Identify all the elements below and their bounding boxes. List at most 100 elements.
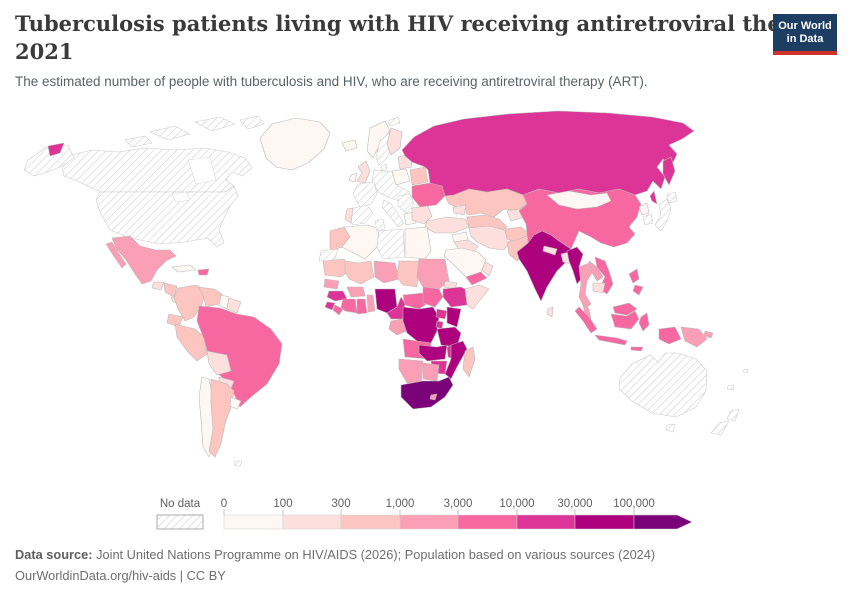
country-tasmania[interactable] bbox=[665, 423, 676, 433]
country-belarus[interactable] bbox=[409, 166, 429, 186]
country-fiji[interactable] bbox=[742, 368, 749, 374]
country-madagascar[interactable] bbox=[462, 346, 476, 378]
country-france[interactable] bbox=[352, 181, 378, 208]
country-finland[interactable] bbox=[386, 127, 403, 156]
country-united-kingdom[interactable] bbox=[356, 160, 371, 184]
country-western-sahara[interactable] bbox=[318, 248, 339, 262]
country-burkina-faso[interactable] bbox=[346, 286, 366, 298]
country-uruguay[interactable] bbox=[229, 396, 242, 410]
country-canada[interactable] bbox=[61, 147, 253, 193]
country-new-zealand-south[interactable] bbox=[710, 420, 730, 436]
country-iceland[interactable] bbox=[341, 139, 358, 152]
country-colombia[interactable] bbox=[173, 284, 206, 322]
country-libya[interactable] bbox=[376, 228, 406, 260]
country-mexico-baja[interactable] bbox=[105, 241, 127, 269]
country-indonesia-sulawesi[interactable] bbox=[638, 312, 650, 332]
country-canada-island[interactable] bbox=[194, 116, 236, 132]
country-argentina[interactable] bbox=[208, 378, 235, 458]
country-greenland[interactable] bbox=[259, 117, 331, 171]
country-falkland-islands[interactable] bbox=[233, 460, 243, 467]
country-papua-new-guinea[interactable] bbox=[680, 326, 708, 348]
country-kenya[interactable] bbox=[446, 306, 462, 328]
country-namibia[interactable] bbox=[398, 358, 424, 386]
country-balkans[interactable] bbox=[397, 193, 415, 214]
legend-no-data-swatch[interactable] bbox=[156, 514, 204, 530]
legend-swatch-30k-100k[interactable] bbox=[574, 514, 635, 530]
country-canada-island[interactable] bbox=[149, 125, 191, 141]
country-chad[interactable] bbox=[396, 260, 420, 288]
country-liberia[interactable] bbox=[332, 304, 344, 316]
country-mozambique[interactable] bbox=[444, 340, 468, 380]
country-togo-benin[interactable] bbox=[366, 294, 376, 313]
country-guinea[interactable] bbox=[326, 290, 348, 302]
country-new-caledonia[interactable] bbox=[726, 384, 735, 391]
country-ireland[interactable] bbox=[348, 172, 358, 183]
country-tunisia[interactable] bbox=[374, 218, 386, 232]
country-south-sudan[interactable] bbox=[422, 286, 444, 308]
country-japan-hokkaido[interactable] bbox=[666, 191, 678, 204]
country-malaysia-borneo[interactable] bbox=[612, 302, 638, 316]
country-usa[interactable] bbox=[95, 185, 239, 248]
country-malaysia-peninsula[interactable] bbox=[582, 303, 592, 320]
owid-logo[interactable]: Our World in Data bbox=[773, 14, 837, 55]
country-north-korea[interactable] bbox=[638, 202, 650, 216]
country-indonesia-lesser-sunda[interactable] bbox=[630, 346, 644, 352]
country-mexico[interactable] bbox=[111, 235, 177, 285]
country-vietnam[interactable] bbox=[594, 256, 614, 295]
country-poland[interactable] bbox=[391, 168, 411, 186]
legend-swatch-100k-plus-arrow[interactable] bbox=[633, 514, 693, 530]
country-canada-island[interactable] bbox=[124, 135, 153, 148]
country-yemen[interactable] bbox=[465, 271, 488, 286]
legend-swatch-3k-10k[interactable] bbox=[457, 514, 518, 530]
country-philippines-luzon[interactable] bbox=[628, 268, 640, 284]
country-bolivia[interactable] bbox=[206, 350, 232, 376]
country-mongolia[interactable] bbox=[546, 190, 612, 210]
country-iran[interactable] bbox=[468, 225, 512, 251]
country-ukraine[interactable] bbox=[411, 182, 446, 208]
country-cuba[interactable] bbox=[171, 264, 197, 273]
country-hispaniola[interactable] bbox=[197, 268, 210, 276]
country-niger[interactable] bbox=[373, 260, 400, 284]
country-italy[interactable] bbox=[381, 199, 405, 228]
country-mali[interactable] bbox=[344, 260, 375, 285]
country-indonesia-sumatra[interactable] bbox=[574, 306, 598, 334]
country-laos[interactable] bbox=[588, 260, 604, 282]
country-portugal[interactable] bbox=[344, 207, 354, 224]
country-sierra-leone[interactable] bbox=[324, 301, 336, 311]
country-sri-lanka[interactable] bbox=[546, 306, 554, 318]
legend-swatch-300-1k[interactable] bbox=[340, 514, 401, 530]
country-philippines-mindanao[interactable] bbox=[632, 284, 644, 296]
country-senegal[interactable] bbox=[323, 278, 340, 290]
country-south-africa[interactable] bbox=[400, 376, 454, 410]
country-indonesia-kalimantan[interactable] bbox=[610, 310, 640, 330]
country-romania-bulgaria[interactable] bbox=[411, 205, 433, 225]
country-zambia[interactable] bbox=[418, 344, 448, 362]
legend-swatch-0-100[interactable] bbox=[223, 514, 284, 530]
country-guatemala[interactable] bbox=[151, 281, 165, 291]
country-cambodia[interactable] bbox=[592, 282, 606, 294]
country-canada-island[interactable] bbox=[239, 115, 265, 130]
country-russia-chukotka[interactable] bbox=[47, 142, 65, 157]
country-botswana[interactable] bbox=[422, 362, 440, 382]
country-mauritania[interactable] bbox=[322, 258, 350, 278]
country-south-korea[interactable] bbox=[642, 213, 654, 226]
country-png-new-britain[interactable] bbox=[703, 330, 714, 339]
country-somalia[interactable] bbox=[464, 284, 490, 310]
country-new-zealand-north[interactable] bbox=[726, 408, 740, 422]
country-turkey[interactable] bbox=[424, 216, 470, 234]
country-oman[interactable] bbox=[481, 261, 494, 277]
country-suriname[interactable] bbox=[226, 297, 242, 314]
country-japan[interactable] bbox=[654, 198, 672, 232]
legend-swatch-10k-30k[interactable] bbox=[516, 514, 576, 530]
country-nepal[interactable] bbox=[542, 245, 558, 256]
country-dr-congo[interactable] bbox=[402, 306, 440, 344]
country-caucasus[interactable] bbox=[452, 204, 467, 216]
country-russia-kamchatka[interactable] bbox=[662, 156, 676, 186]
legend-swatch-100-300[interactable] bbox=[282, 514, 342, 530]
country-egypt[interactable] bbox=[404, 226, 432, 260]
legend-swatch-1k-3k[interactable] bbox=[399, 514, 459, 530]
country-indonesia-papua[interactable] bbox=[658, 326, 682, 345]
country-gabon-congo[interactable] bbox=[388, 318, 408, 336]
country-tanzania[interactable] bbox=[436, 326, 462, 348]
country-svalbard[interactable] bbox=[387, 116, 401, 127]
